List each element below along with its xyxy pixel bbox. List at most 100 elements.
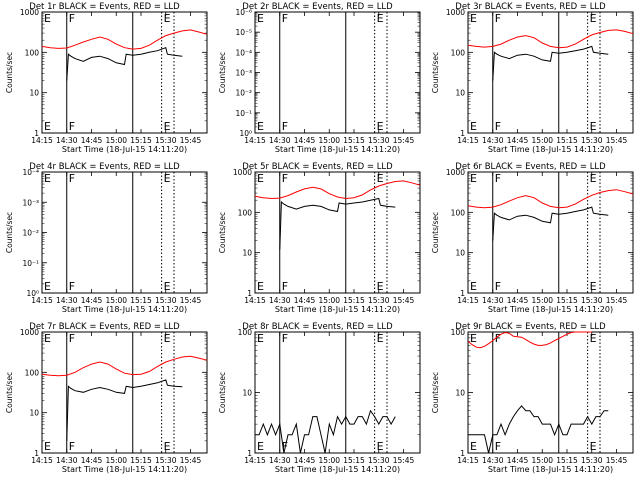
marker-E-bottom: E <box>590 280 597 293</box>
marker-E-bottom: E <box>257 280 264 293</box>
x-tick-label: 15:45 <box>180 296 202 305</box>
x-tick-label: 15:45 <box>180 456 202 465</box>
panel-6: Det 6r BLACK = Events, RED = LLD 1 10 100 10… <box>431 162 634 314</box>
x-tick-label: 15:00 <box>531 296 553 305</box>
marker-F-top: F <box>495 12 501 25</box>
panel-title: Det 9r BLACK = Events, RED = LLD <box>455 322 606 332</box>
x-tick-label: 15:30 <box>368 136 390 145</box>
marker-F-bottom: F <box>69 120 75 133</box>
marker-E-bottom: E <box>257 440 264 453</box>
marker-E-bottom: E <box>470 440 477 453</box>
x-tick-label: 15:30 <box>368 296 390 305</box>
x-tick-label: 14:45 <box>507 456 529 465</box>
marker-E-bottom: E <box>377 280 384 293</box>
marker-F-bottom: F <box>282 120 288 133</box>
marker-F-bottom: F <box>495 120 501 133</box>
plot-frame <box>41 331 208 454</box>
marker-E-bottom: E <box>590 120 597 133</box>
y-tick-label: 10⁻¹ <box>22 259 39 268</box>
x-tick-label: 14:15 <box>457 296 479 305</box>
x-tick-label: 15:30 <box>368 456 390 465</box>
x-tick-label: 14:30 <box>482 136 504 145</box>
y-tick-label: 10 <box>242 249 252 258</box>
x-tick-label: 14:30 <box>56 136 78 145</box>
panel-title: Det 3r BLACK = Events, RED = LLD <box>455 2 606 12</box>
x-tick-label: 15:15 <box>130 136 152 145</box>
marker-E-top: E <box>377 332 384 345</box>
x-axis-label: Start Time (18-Jul-15 14:11:20) <box>488 305 613 314</box>
marker-E-bottom: E <box>44 440 51 453</box>
x-tick-label: 14:15 <box>457 136 479 145</box>
x-tick-label: 14:45 <box>294 456 316 465</box>
marker-E-top: E <box>377 172 384 185</box>
x-axis-label: Start Time (18-Jul-15 14:11:20) <box>62 305 187 314</box>
marker-E-top: E <box>590 332 597 345</box>
y-tick-label: 1 <box>460 449 465 458</box>
y-tick-label: 1 <box>34 129 39 138</box>
marker-E-top: E <box>470 172 477 185</box>
series-events-black <box>279 197 396 250</box>
panel-3: Det 3r BLACK = Events, RED = LLD 1 10 100 10… <box>431 2 634 154</box>
y-axis-label: Counts/sec <box>431 372 440 413</box>
x-tick-label: 14:30 <box>269 456 291 465</box>
x-tick-label: 14:30 <box>482 456 504 465</box>
marker-F-top: F <box>69 12 75 25</box>
marker-E-top: E <box>44 12 51 25</box>
y-axis-label: Counts/sec <box>218 52 227 93</box>
marker-F-top: F <box>282 332 288 345</box>
marker-E-top: E <box>377 12 384 25</box>
x-axis-label: Start Time (18-Jul-15 14:11:20) <box>488 145 613 154</box>
marker-E-top: E <box>44 172 51 185</box>
x-tick-label: 15:15 <box>343 456 365 465</box>
x-tick-label: 14:15 <box>31 136 53 145</box>
y-axis-label: Counts/sec <box>218 372 227 413</box>
plot-frame <box>41 11 208 134</box>
y-tick-label: 10⁻⁴ <box>235 48 252 57</box>
panel-title: Det 4r BLACK = Events, RED = LLD <box>29 162 180 172</box>
x-tick-label: 14:15 <box>31 296 53 305</box>
y-tick-label: 1000 <box>20 8 39 17</box>
x-tick-label: 14:30 <box>482 296 504 305</box>
series-events-black <box>492 206 609 241</box>
x-tick-label: 15:00 <box>531 136 553 145</box>
x-tick-label: 15:15 <box>556 136 578 145</box>
x-axis-label: Start Time (18-Jul-15 14:11:20) <box>275 465 400 474</box>
plot-frame <box>254 171 421 294</box>
y-tick-label: 10⁻³ <box>235 69 252 78</box>
marker-F-bottom: F <box>495 280 501 293</box>
x-tick-label: 15:30 <box>581 456 603 465</box>
y-tick-label: 10⁰ <box>26 289 39 298</box>
y-tick-label: 1000 <box>446 8 465 17</box>
marker-E-bottom: E <box>44 120 51 133</box>
y-tick-label: 10⁻³ <box>22 198 39 207</box>
panel-1: Det 1r BLACK = Events, RED = LLD 1 10 100 10… <box>5 2 208 154</box>
x-tick-label: 14:45 <box>507 136 529 145</box>
x-tick-label: 15:30 <box>155 456 177 465</box>
x-axis-label: Start Time (18-Jul-15 14:11:20) <box>488 465 613 474</box>
panel-2: Det 2r BLACK = Events, RED = LLD 10⁰ 10⁻¹ 1… <box>218 2 421 154</box>
series-lld-red <box>41 29 208 50</box>
x-tick-label: 14:45 <box>81 136 103 145</box>
marker-E-top: E <box>257 332 264 345</box>
x-tick-label: 15:45 <box>393 136 415 145</box>
y-tick-label: 1 <box>34 449 39 458</box>
x-tick-label: 14:15 <box>244 456 266 465</box>
marker-F-bottom: F <box>282 280 288 293</box>
marker-F-bottom: F <box>495 440 501 453</box>
y-axis-label: Counts/sec <box>431 52 440 93</box>
x-tick-label: 15:45 <box>606 296 628 305</box>
y-tick-label: 1 <box>247 449 252 458</box>
y-tick-label: 100 <box>238 208 253 217</box>
x-tick-label: 14:30 <box>269 296 291 305</box>
marker-E-top: E <box>590 12 597 25</box>
y-tick-label: 10 <box>455 249 465 258</box>
marker-F-bottom: F <box>69 280 75 293</box>
x-tick-label: 15:45 <box>393 296 415 305</box>
y-tick-label: 100 <box>451 48 466 57</box>
marker-E-top: E <box>470 12 477 25</box>
x-tick-label: 15:00 <box>105 456 127 465</box>
y-tick-label: 100 <box>25 48 40 57</box>
x-tick-label: 15:00 <box>318 136 340 145</box>
x-tick-label: 15:15 <box>556 456 578 465</box>
marker-E-bottom: E <box>164 280 171 293</box>
